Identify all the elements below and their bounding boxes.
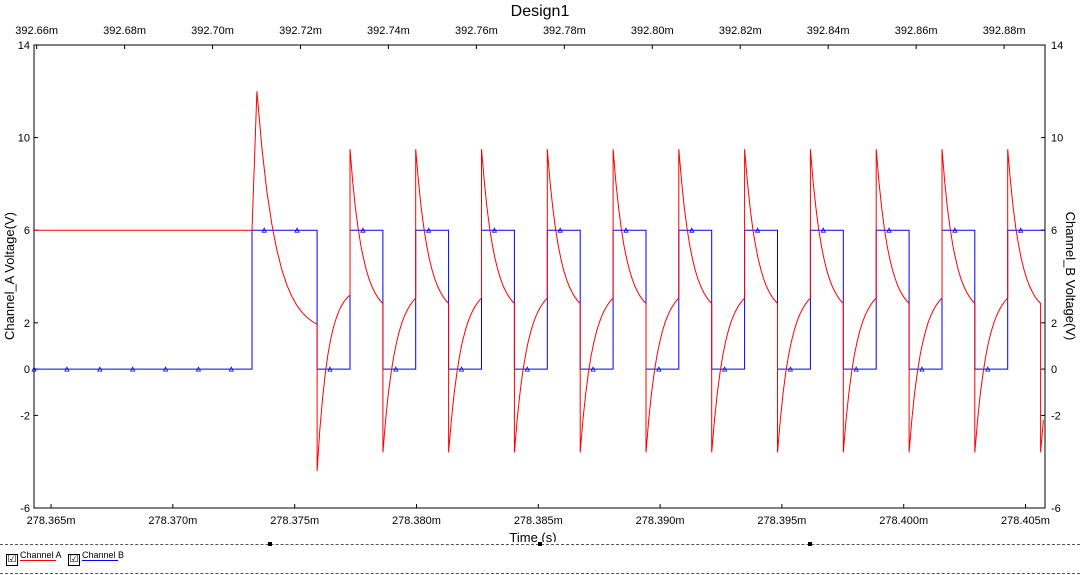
x-tick-label-top: 392.70m	[191, 25, 234, 37]
series-channel-a	[34, 91, 1044, 472]
channel-b-marker	[162, 366, 169, 372]
y-axis-label-right: Channel_B Voltage(V)	[1063, 212, 1078, 341]
channel-b-marker	[195, 366, 202, 372]
legend-resize-handle[interactable]	[538, 542, 542, 546]
x-tick-label-bottom: 278.400m	[879, 515, 928, 527]
x-tick-label-top: 392.74m	[367, 25, 410, 37]
x-tick-label-bottom: 278.370m	[148, 515, 197, 527]
channel-b-marker	[853, 366, 859, 372]
x-tick-label-bottom: 278.365m	[27, 515, 76, 527]
channel-b-marker	[228, 366, 234, 372]
channel-b-marker	[360, 227, 366, 233]
channel-b-marker	[130, 366, 136, 372]
y-tick-label-left: 2	[24, 318, 30, 330]
y-tick-label-right: 14	[1051, 40, 1063, 52]
x-tick-label-bottom: 278.380m	[392, 515, 441, 527]
channel-b-marker	[393, 366, 399, 372]
x-tick-label-top: 392.72m	[279, 25, 322, 37]
y-tick-label-left: -6	[20, 503, 30, 515]
y-tick-label-left: 6	[24, 225, 30, 237]
channel-b-marker	[524, 366, 530, 372]
channel-b-checkbox[interactable]: ☑	[68, 554, 80, 566]
x-tick-label-bottom: 278.375m	[270, 515, 319, 527]
channel-b-marker	[623, 227, 629, 233]
y-tick-label-right: 2	[1051, 318, 1057, 330]
y-tick-label-right: 10	[1051, 133, 1063, 145]
legend-item-channel-a[interactable]: ☑ Channel A	[6, 550, 66, 568]
x-tick-label-top: 392.68m	[103, 25, 146, 37]
left-axis: -6 -2 0 2 6 10 14	[18, 40, 38, 515]
channel-b-marker	[97, 366, 103, 372]
x-tick-label-top: 392.88m	[983, 25, 1026, 37]
channel-b-marker	[820, 227, 826, 233]
y-axis-label-left: Channel_A Voltage(V)	[2, 212, 17, 340]
series-layer	[31, 91, 1045, 472]
channel-a-checkbox[interactable]: ☑	[6, 554, 18, 566]
y-tick-label-left: -2	[20, 410, 30, 422]
x-tick-label-bottom: 278.385m	[514, 515, 563, 527]
x-tick-label-top: 392.78m	[543, 25, 586, 37]
legend-swatch-channel-b	[82, 560, 118, 561]
legend-label-channel-b: Channel B	[82, 550, 125, 560]
x-tick-label-top: 392.84m	[807, 25, 850, 37]
channel-b-marker	[426, 227, 432, 233]
legend-swatch-channel-a	[20, 560, 56, 561]
channel-b-marker	[656, 366, 662, 372]
y-tick-label-left: 10	[18, 133, 30, 145]
x-tick-label-top: 392.76m	[455, 25, 498, 37]
right-axis: -6 -2 0 2 6 10 14	[1041, 40, 1063, 515]
channel-b-marker	[952, 227, 958, 233]
x-tick-label-bottom: 278.390m	[636, 515, 685, 527]
y-tick-label-right: -2	[1051, 410, 1061, 422]
chart-title: Design1	[511, 3, 570, 20]
legend: ☑ Channel A ☑ Channel B	[0, 542, 1080, 575]
channel-b-marker	[458, 366, 465, 372]
series-channel-b	[34, 229, 1045, 370]
channel-b-marker	[886, 227, 892, 233]
channel-b-marker	[31, 366, 37, 372]
legend-item-channel-b[interactable]: ☑ Channel B	[68, 550, 128, 568]
x-axis-label: Time (s)	[509, 530, 556, 542]
x-tick-label-top: 392.86m	[895, 25, 938, 37]
x-tick-label-top: 392.66m	[15, 25, 58, 37]
channel-b-marker	[919, 366, 925, 372]
channel-b-marker	[557, 227, 563, 233]
legend-border	[0, 544, 1080, 574]
channel-b-marker	[754, 227, 761, 233]
channel-b-marker	[985, 366, 991, 372]
top-axis: 392.66m 392.68m 392.70m 392.72m 392.74m 392.7…	[15, 25, 1026, 49]
channel-b-marker	[689, 227, 695, 233]
bottom-axis: 278.365m 278.370m 278.375m 278.380m 278.385m…	[27, 504, 1050, 527]
channel-b-marker	[294, 227, 300, 233]
legend-resize-handle[interactable]	[268, 542, 272, 546]
x-tick-label-bottom: 278.395m	[757, 515, 806, 527]
y-tick-label-right: 0	[1051, 364, 1057, 376]
channel-b-marker	[787, 366, 794, 372]
y-tick-label-right: 6	[1051, 225, 1057, 237]
channel-b-marker	[590, 366, 596, 372]
channel-b-marker	[327, 366, 333, 372]
x-tick-label-top: 392.80m	[631, 25, 674, 37]
chart: Design1 392.66m 392.68m 392.70m 392.72m 392.…	[2, 3, 1078, 542]
legend-resize-handle[interactable]	[808, 542, 812, 546]
plot-frame	[33, 44, 1046, 509]
legend-label-channel-a: Channel A	[20, 550, 62, 560]
y-tick-label-left: 14	[18, 40, 30, 52]
channel-b-marker	[261, 227, 267, 233]
y-tick-label-left: 0	[24, 364, 30, 376]
x-tick-label-bottom: 278.405m	[1001, 515, 1050, 527]
channel-b-marker	[721, 366, 728, 372]
channel-b-marker	[491, 227, 498, 233]
channel-b-marker	[64, 366, 70, 372]
x-tick-label-top: 392.82m	[719, 25, 762, 37]
y-tick-label-right: -6	[1051, 503, 1061, 515]
channel-b-marker	[1017, 227, 1024, 233]
